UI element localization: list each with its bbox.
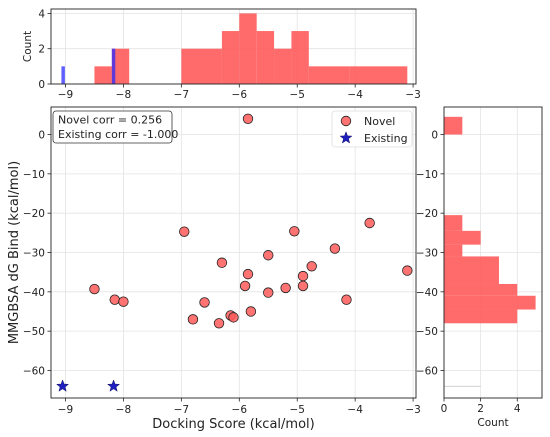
scatter-point-novel: [263, 250, 274, 261]
right-hist-bar-novel: [444, 256, 499, 284]
legend-marker-existing: [339, 131, 353, 144]
right-hist-x-axis-label: Count: [477, 417, 508, 429]
top-hist-bar-novel: [274, 48, 292, 84]
top-hist-ytick-label: 2: [38, 44, 45, 56]
top-hist-bar-novel: [349, 66, 408, 84]
top-hist-xtick-label: −7: [174, 89, 189, 101]
scatter-point-novel: [213, 318, 225, 329]
scatter-point-novel: [306, 261, 317, 272]
right-hist-ytick-label: 0: [431, 130, 438, 142]
scatter-point-novel: [242, 268, 254, 280]
top-hist-bar-novel: [256, 31, 275, 84]
scatter-point-novel: [89, 283, 100, 295]
scatter-point-novel: [187, 314, 199, 325]
correlation-existing-text: Existing corr = -1.000: [58, 128, 178, 141]
scatter-point-novel: [242, 113, 254, 124]
right-histogram-panel: 0 2 4 0 −10 −20 −30 −40 −50 −60 Count: [416, 106, 543, 429]
right-hist-bar-novel: [444, 215, 463, 231]
scatter-point-novel: [216, 257, 228, 268]
right-hist-ytick-label: −30: [416, 248, 438, 260]
scatter-ytick-label: −20: [23, 208, 45, 220]
scatter-point-novel: [118, 296, 129, 307]
right-hist-bar-novel: [444, 244, 463, 257]
right-hist-bar-novel: [444, 116, 463, 135]
scatter-xtick-label: −6: [232, 404, 248, 416]
scatter-y-axis-label: MMGBSA dG Bind (kcal/mol): [7, 161, 22, 344]
scatter-ytick-label: −40: [23, 287, 45, 299]
scatter-xtick-label: −4: [347, 404, 363, 416]
correlation-box: [52, 110, 173, 144]
right-hist-ytick-label: −20: [416, 208, 438, 220]
legend-label-novel: Novel: [364, 115, 395, 128]
top-hist-bar-novel: [239, 13, 257, 84]
legend-label-existing: Existing: [364, 132, 408, 145]
top-hist-xtick-label: −8: [116, 89, 131, 101]
scatter-xtick-label: −5: [289, 404, 304, 416]
scatter-xtick-label: −7: [174, 404, 189, 416]
top-hist-bar-existing: [61, 66, 65, 84]
top-hist-xtick-label: −5: [289, 89, 304, 101]
scatter-point-novel: [199, 297, 210, 308]
scatter-point-novel: [179, 226, 190, 237]
scatter-point-novel: [109, 294, 120, 305]
top-hist-y-axis-label: Count: [22, 31, 34, 62]
scatter-point-novel: [263, 287, 274, 298]
scatter-point-novel: [364, 217, 375, 229]
top-histogram-panel: −9 −8 −7 −6 −5 −4 −3 0 2 4 Count: [22, 8, 421, 101]
scatter-point-novel: [341, 294, 352, 305]
scatter-point-novel: [297, 270, 309, 282]
top-hist-bar-existing: [111, 48, 116, 84]
scatter-xtick-label: −8: [116, 404, 131, 416]
legend-box: [331, 110, 413, 148]
scatter-ytick-label: −50: [23, 326, 45, 338]
top-hist-xtick-label: −4: [347, 89, 363, 101]
scatter-x-axis-label: Docking Score (kcal/mol): [152, 417, 314, 432]
top-hist-bar-novel: [221, 31, 240, 84]
scatter-point-existing: [56, 379, 70, 392]
right-hist-bar-novel: [444, 230, 481, 245]
right-hist-bar-novel: [444, 309, 518, 324]
scatter-point-novel: [402, 265, 413, 276]
scatter-point-novel: [289, 226, 300, 237]
scatter-ytick-label: 0: [38, 130, 45, 142]
scatter-xtick-label: −9: [58, 404, 73, 416]
right-hist-ytick-label: −40: [416, 287, 438, 299]
top-hist-bar-novel: [291, 31, 309, 84]
top-hist-xtick-label: −9: [58, 89, 73, 101]
top-hist-ytick-label: 4: [38, 8, 45, 20]
right-hist-ytick-label: −60: [416, 365, 438, 377]
top-hist-frame: [50, 8, 417, 85]
right-hist-bar-novel: [444, 283, 518, 296]
right-hist-xtick-label: 0: [441, 403, 448, 415]
scatter-point-novel: [245, 306, 257, 317]
scatter-point-novel: [239, 280, 251, 292]
right-hist-bar-novel: [444, 295, 536, 310]
top-hist-xtick-label: −6: [232, 89, 248, 101]
scatter-point-novel: [280, 282, 291, 294]
right-hist-ytick-label: −10: [416, 169, 438, 181]
scatter-point-novel: [329, 243, 341, 254]
top-hist-bar-novel: [308, 66, 350, 84]
top-hist-bar-novel: [94, 66, 112, 84]
correlation-novel-text: Novel corr = 0.256: [58, 114, 162, 127]
top-hist-ytick-label: 0: [38, 79, 45, 91]
right-hist-ytick-label: −50: [416, 326, 438, 338]
legend-marker-novel: [340, 115, 352, 127]
scatter-ytick-label: −10: [23, 169, 45, 181]
scatter-ytick-label: −30: [23, 248, 45, 260]
top-hist-bar-novel: [111, 48, 130, 84]
right-hist-xtick-label: 2: [477, 403, 484, 415]
top-hist-bar-novel: [181, 48, 222, 84]
scatter-panel: −9 −8 −7 −6 −5 −4 −30−10−20−30−40−50−60Docking…: [7, 106, 421, 432]
scatter-point-existing: [106, 379, 121, 392]
scatter-xtick-label: −3: [405, 404, 420, 416]
right-hist-bar-existing: [444, 385, 481, 387]
right-hist-xtick-label: 4: [514, 403, 521, 415]
scatter-point-novel: [228, 312, 239, 323]
scatter-point-novel: [297, 280, 309, 292]
scatter-ytick-label: −60: [23, 365, 45, 377]
top-hist-xtick-label: −3: [405, 89, 420, 101]
